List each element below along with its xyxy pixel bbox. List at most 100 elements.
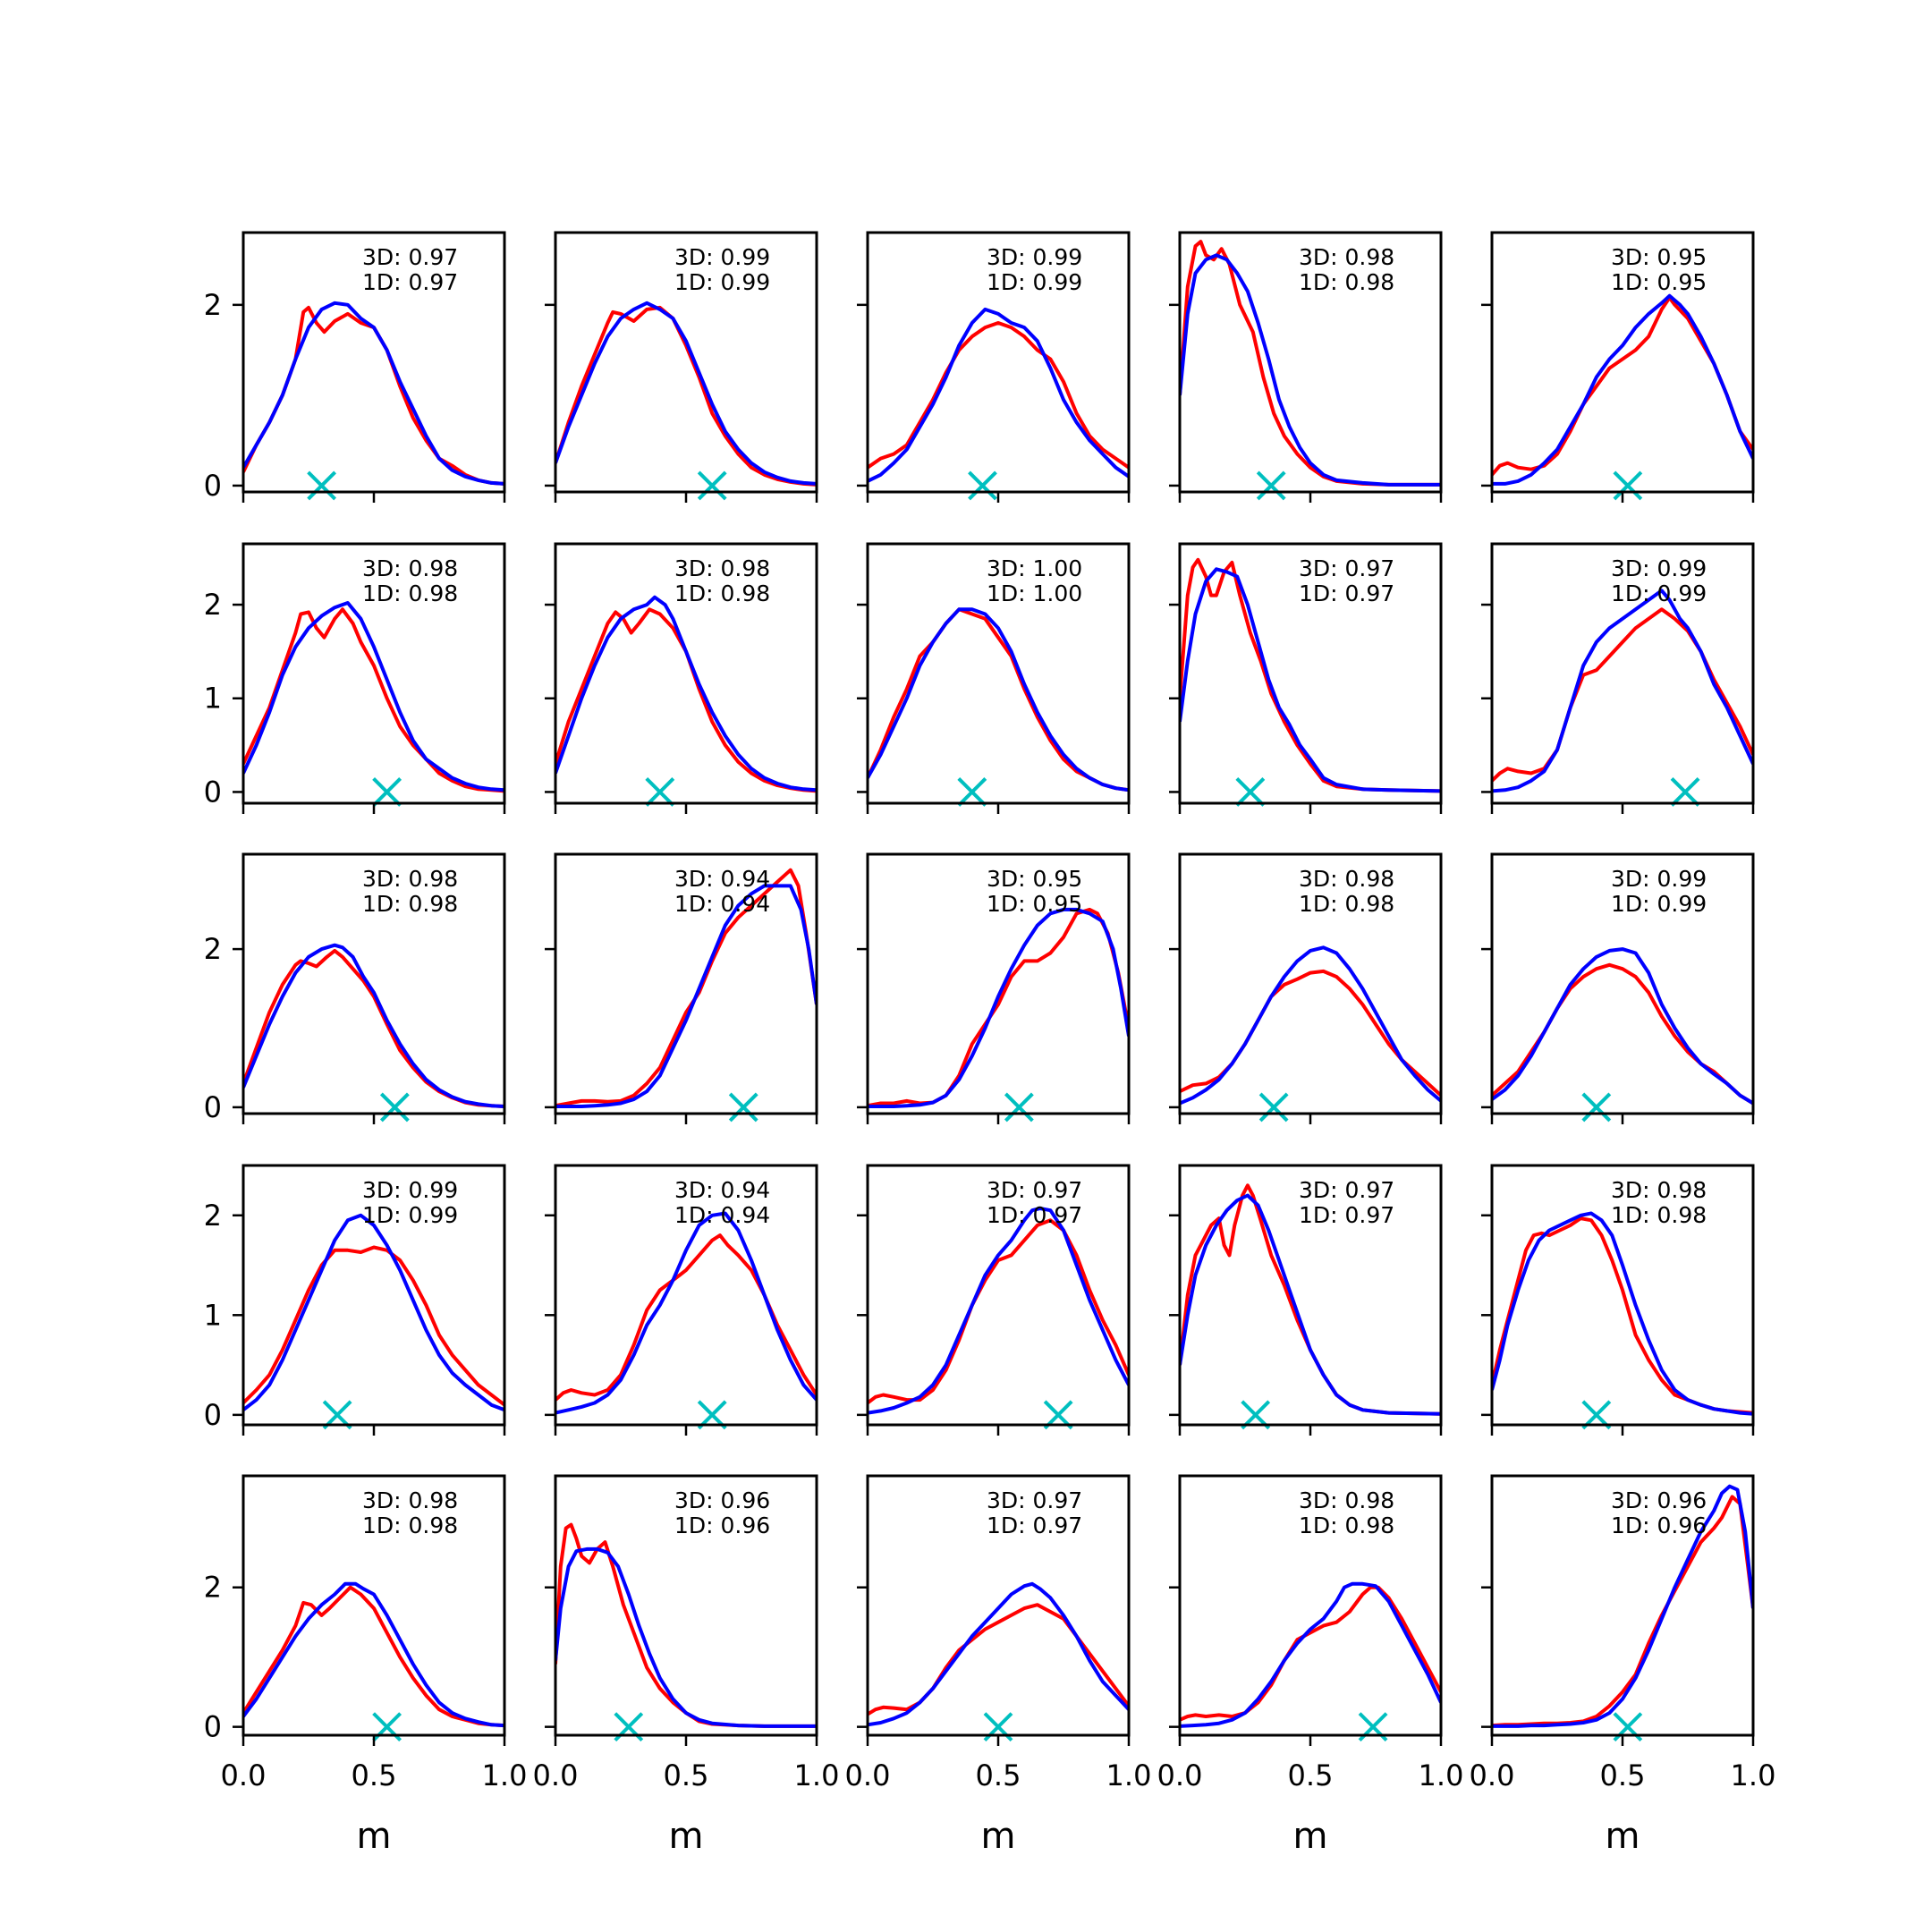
score-1d-label: 1D: 0.99 [987, 269, 1082, 295]
x-marker [957, 777, 987, 807]
red-series-line [1180, 557, 1441, 793]
score-3d-label: 3D: 0.94 [674, 1177, 770, 1203]
red-series-line [555, 607, 817, 793]
x-marker-stroke [372, 777, 402, 807]
x-tick-label: 1.0 [1419, 1758, 1464, 1792]
blue-series-line [868, 1581, 1129, 1727]
score-3d-label: 3D: 0.98 [674, 555, 770, 581]
score-1d-label: 1D: 0.99 [1611, 580, 1707, 606]
x-tick-label: 0.0 [845, 1758, 891, 1792]
score-3d-label: 3D: 0.97 [987, 1487, 1082, 1513]
blue-series-line [1492, 1211, 1753, 1416]
score-1d-label: 1D: 1.00 [987, 580, 1082, 606]
score-3d-label: 3D: 0.98 [1299, 1487, 1394, 1513]
x-tick-label: 0.0 [533, 1758, 579, 1792]
score-3d-label: 3D: 0.96 [674, 1487, 770, 1513]
score-1d-label: 1D: 0.97 [987, 1202, 1082, 1228]
x-axis-label: m [1293, 1816, 1328, 1857]
score-3d-label: 3D: 0.97 [1299, 555, 1394, 581]
x-marker-stroke [1004, 1092, 1034, 1123]
blue-series-line [243, 943, 504, 1108]
score-1d-label: 1D: 0.95 [1611, 269, 1707, 295]
red-series-line [868, 907, 1129, 1108]
score-1d-label: 1D: 0.95 [987, 891, 1082, 917]
x-marker [1258, 1092, 1289, 1123]
score-1d-label: 1D: 0.97 [362, 269, 458, 295]
score-3d-label: 3D: 0.99 [1611, 555, 1707, 581]
score-1d-label: 1D: 0.98 [362, 1513, 458, 1538]
x-marker [1256, 470, 1286, 501]
score-1d-label: 1D: 0.98 [1299, 891, 1394, 917]
x-tick-label: 1.0 [1731, 1758, 1776, 1792]
y-tick-label: 2 [204, 588, 222, 622]
x-marker-stroke [697, 470, 727, 501]
x-marker-stroke [957, 777, 987, 807]
y-tick-label: 0 [204, 1090, 222, 1124]
x-marker-stroke [307, 470, 337, 501]
x-marker-stroke [1256, 470, 1286, 501]
y-tick-label: 2 [204, 1571, 222, 1605]
red-series-line [243, 1585, 504, 1728]
blue-series-line [555, 595, 817, 792]
score-3d-label: 3D: 0.98 [1299, 244, 1394, 270]
x-marker-stroke [645, 777, 675, 807]
x-marker [1613, 470, 1643, 501]
blue-series-line [1492, 1484, 1753, 1728]
red-series-line [243, 607, 504, 793]
y-tick-label: 2 [204, 288, 222, 322]
x-marker [728, 1092, 758, 1123]
x-marker [645, 777, 675, 807]
blue-series-line [243, 1581, 504, 1728]
red-series-line [868, 1218, 1129, 1405]
score-1d-label: 1D: 0.98 [674, 580, 770, 606]
x-marker-stroke [1670, 777, 1700, 807]
x-tick-label: 0.5 [976, 1758, 1021, 1792]
blue-series-line [1492, 589, 1753, 793]
x-marker [1235, 777, 1266, 807]
x-marker-stroke [968, 470, 997, 501]
score-3d-label: 3D: 0.98 [362, 555, 458, 581]
x-tick-label: 0.5 [1600, 1758, 1646, 1792]
score-3d-label: 3D: 0.95 [987, 866, 1082, 892]
score-1d-label: 1D: 0.99 [1611, 891, 1707, 917]
x-marker-stroke [1613, 470, 1643, 501]
x-marker [1670, 777, 1700, 807]
y-tick-label: 1 [204, 1298, 222, 1332]
blue-series-line [243, 301, 504, 486]
x-marker-stroke [1581, 1092, 1612, 1123]
score-3d-label: 3D: 1.00 [987, 555, 1082, 581]
blue-series-line [555, 1211, 817, 1415]
x-tick-label: 1.0 [1106, 1758, 1152, 1792]
score-1d-label: 1D: 0.94 [674, 891, 770, 917]
blue-series-line [1180, 567, 1441, 793]
score-1d-label: 1D: 0.96 [674, 1513, 770, 1538]
score-3d-label: 3D: 0.97 [362, 244, 458, 270]
x-marker-stroke [1235, 777, 1266, 807]
x-tick-label: 0.5 [1288, 1758, 1334, 1792]
score-3d-label: 3D: 0.96 [1611, 1487, 1707, 1513]
x-axis-label: m [1606, 1816, 1640, 1857]
score-3d-label: 3D: 0.98 [1299, 866, 1394, 892]
x-axis-label: m [981, 1816, 1016, 1857]
x-marker [968, 470, 997, 501]
blue-series-line [868, 907, 1129, 1108]
blue-series-line [555, 301, 817, 486]
blue-series-line [243, 601, 504, 792]
x-marker [697, 470, 727, 501]
blue-series-line [868, 1207, 1129, 1415]
